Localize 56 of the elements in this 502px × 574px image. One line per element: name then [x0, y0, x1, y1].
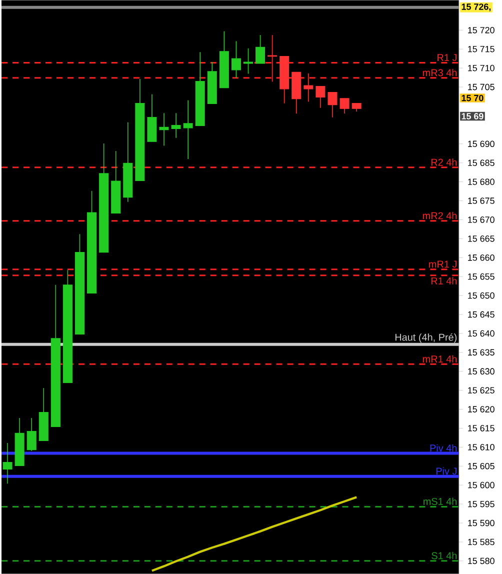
y-tick-label: 15 655: [468, 273, 494, 280]
y-tick-label: 15 670: [468, 216, 494, 223]
candlestick: [183, 100, 193, 160]
y-tick-label: 15 665: [468, 235, 494, 242]
y-tick-label: 15 620: [468, 406, 494, 412]
ref-line-label: R1 4h: [431, 277, 456, 284]
y-tick-label: 15 660: [468, 254, 494, 261]
ref-line-label: mR1 J: [429, 260, 456, 268]
y-tick-label: 15 650: [468, 292, 494, 299]
y-tick-label: 15 690: [468, 140, 494, 148]
candlestick: [159, 112, 169, 146]
candlestick: [26, 418, 36, 452]
y-tick-label: 15 605: [468, 462, 494, 470]
y-tick-label: 15 600: [468, 482, 494, 488]
y-tick-label: 15 640: [468, 330, 494, 337]
candlestick: [267, 34, 278, 82]
y-tick-label: 15 635: [468, 349, 494, 356]
annotation: 15 70: [462, 94, 484, 102]
y-tick-label: 15 610: [468, 444, 494, 450]
ref-line-label: mS1 4h: [423, 498, 456, 505]
y-tick-label: 15 585: [468, 538, 494, 546]
candlestick: [2, 442, 12, 484]
y-tick-label: 15 705: [468, 84, 494, 90]
y-tick-label: 15 630: [468, 368, 494, 375]
ref-line-label: mR3 4h: [422, 68, 456, 76]
candlestick: [328, 92, 338, 118]
y-tick-label: 15 615: [468, 425, 494, 432]
ref-line-label: S1 4h: [432, 552, 456, 560]
candlestick: [340, 98, 350, 114]
y-tick-label: 15 720: [468, 26, 494, 34]
y-tick-label: 15 590: [468, 520, 494, 526]
y-tick-label: 15 710: [468, 64, 494, 72]
y-tick-label: 15 625: [468, 387, 494, 394]
ref-line-label: R1 J: [437, 54, 456, 62]
line-series: [150, 496, 358, 572]
candlestick: [243, 48, 253, 74]
y-tick-label: 15 580: [468, 558, 494, 564]
ref-line-label: Piv J: [436, 467, 456, 475]
y-tick-label: 15 715: [468, 46, 494, 52]
y-tick-label: 15 675: [468, 198, 494, 204]
candlestick: [316, 86, 326, 108]
candlestick: [231, 40, 241, 78]
annotation: 15 726,: [462, 4, 490, 12]
candlestick: [255, 34, 265, 64]
y-tick-label: 15 680: [468, 178, 494, 185]
ref-line-label: Piv 4h: [430, 444, 456, 452]
ref-line-label: mR2 4h: [422, 212, 456, 220]
y-tick-label: 15 685: [468, 160, 494, 166]
y-tick-label: 15 645: [468, 311, 494, 318]
y-tick-label: 15 595: [468, 500, 494, 508]
ref-line-label: R2 4h: [431, 158, 456, 166]
candlestick: [304, 72, 314, 102]
ref-line-label: mR1 4h: [422, 355, 456, 362]
annotation: 15 69: [462, 113, 484, 120]
ref-line-label: Haut (4h, Pré): [395, 333, 456, 343]
candlestick: [171, 112, 181, 138]
